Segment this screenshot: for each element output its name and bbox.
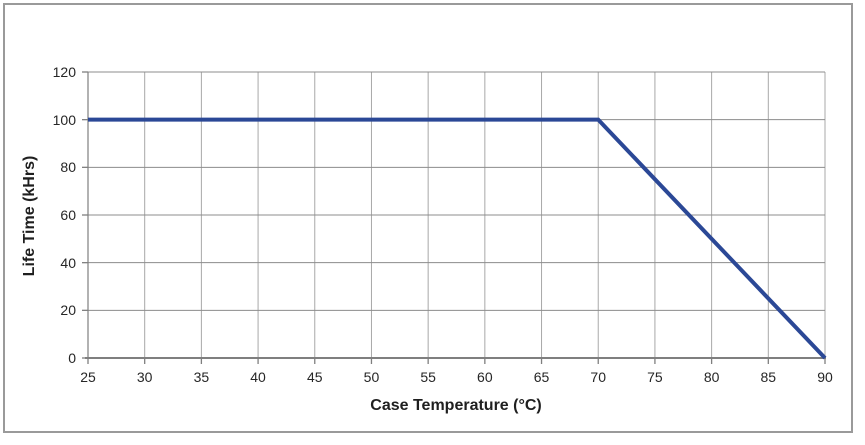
x-axis-title: Case Temperature (°C) <box>370 397 542 414</box>
x-tick-label: 45 <box>306 369 323 385</box>
x-tick-label: 30 <box>136 369 153 385</box>
x-tick-label: 65 <box>533 369 550 385</box>
y-tick-label: 80 <box>60 159 76 176</box>
x-tick-label: 25 <box>80 369 96 385</box>
x-tick-label: 75 <box>647 369 663 385</box>
x-tick-label: 60 <box>477 369 493 385</box>
x-tick-label: 35 <box>193 369 210 385</box>
y-tick-label: 20 <box>60 302 76 319</box>
y-tick-label: 120 <box>52 64 76 80</box>
x-tick-label: 50 <box>363 369 380 385</box>
y-tick-label: 40 <box>60 254 76 271</box>
x-tick-label: 40 <box>250 369 266 385</box>
x-tick-label: 80 <box>703 369 720 385</box>
y-tick-label: 0 <box>68 350 76 366</box>
x-tick-label: 85 <box>760 369 777 385</box>
data-line <box>88 117 827 360</box>
x-tick-label: 55 <box>420 369 436 385</box>
y-axis-title: Life Time (kHrs) <box>21 155 38 277</box>
y-tick-label: 100 <box>52 111 76 128</box>
x-tick-label: 70 <box>590 369 607 385</box>
y-tick-label: 60 <box>60 207 76 223</box>
x-tick-label: 90 <box>817 369 833 385</box>
